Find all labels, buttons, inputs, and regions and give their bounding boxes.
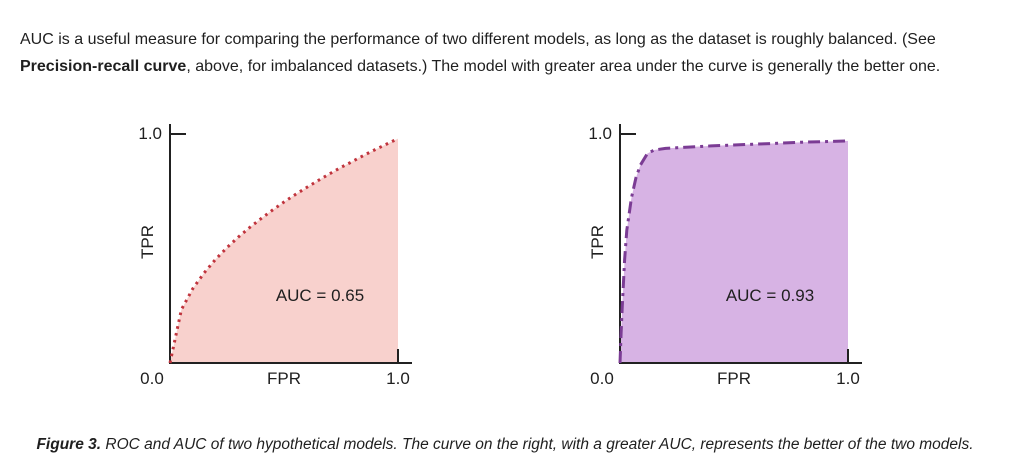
figure-caption-label: Figure 3. <box>36 435 102 453</box>
y-axis-title: TPR <box>138 225 157 259</box>
x-axis-max-label: 1.0 <box>836 369 860 388</box>
roc-plot-high-auc <box>618 124 862 364</box>
roc-area-fill <box>170 138 398 363</box>
auc-annotation: AUC = 0.93 <box>725 286 815 305</box>
roc-area-fill <box>620 140 848 363</box>
figure-caption-text: ROC and AUC of two hypothetical models. … <box>101 435 974 453</box>
precision-recall-curve-term: Precision-recall curve <box>20 58 187 75</box>
x-axis-min-label: 0.0 <box>140 369 164 388</box>
roc-chart-low-auc: 1.0 TPR 0.0 FPR 1.0 AUC = 0.65 <box>120 110 430 410</box>
roc-curve <box>618 139 849 364</box>
intro-text-after-bold: , above, for imbalanced datasets.) The m… <box>186 58 941 75</box>
x-axis-max-label: 1.0 <box>386 369 410 388</box>
y-axis-max-label: 1.0 <box>588 124 612 143</box>
y-axis-max-label: 1.0 <box>138 124 162 143</box>
axes <box>169 124 412 364</box>
axes <box>619 124 862 364</box>
x-axis-min-label: 0.0 <box>590 369 614 388</box>
x-axis-title: FPR <box>717 369 751 388</box>
roc-plot-low-auc <box>168 124 412 364</box>
auc-annotation: AUC = 0.65 <box>275 286 365 305</box>
intro-text-before-bold: AUC is a useful measure for comparing th… <box>20 31 936 48</box>
x-axis-title: FPR <box>267 369 301 388</box>
roc-chart-high-auc: 1.0 TPR 0.0 FPR 1.0 AUC = 0.93 <box>570 110 880 410</box>
roc-curve <box>168 137 399 364</box>
figure-caption: Figure 3. ROC and AUC of two hypothetica… <box>0 436 1010 454</box>
intro-text: AUC is a useful measure for comparing th… <box>20 26 982 80</box>
y-axis-title: TPR <box>588 225 607 259</box>
